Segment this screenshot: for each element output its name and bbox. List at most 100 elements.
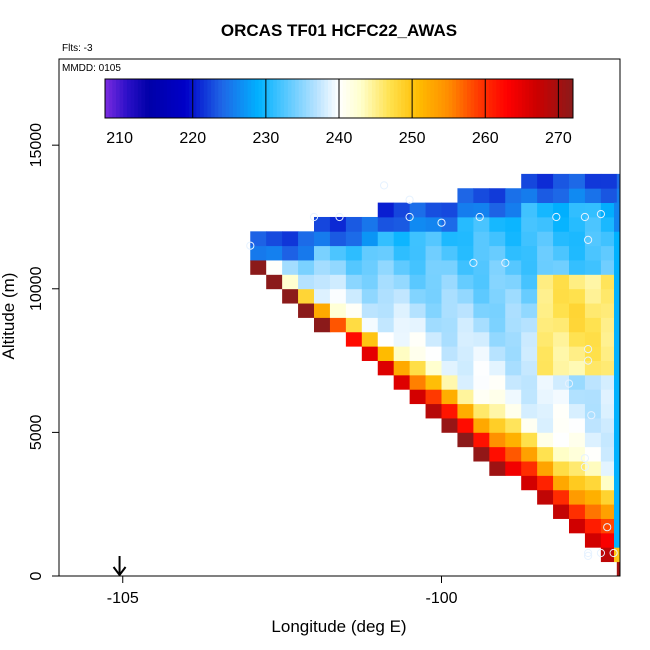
heatmap-cell bbox=[473, 331, 490, 347]
heatmap-cell bbox=[505, 461, 522, 476]
colorbar-swatch bbox=[156, 79, 161, 118]
colorbar-swatch bbox=[339, 79, 344, 118]
heatmap-cell bbox=[441, 331, 458, 347]
colorbar-swatch bbox=[145, 79, 150, 118]
heatmap-cell bbox=[553, 489, 570, 505]
heatmap-cell bbox=[553, 231, 570, 247]
colorbar-swatch bbox=[280, 79, 285, 118]
colorbar-swatch bbox=[466, 79, 472, 118]
heatmap-cell bbox=[361, 231, 379, 247]
heatmap-cell bbox=[614, 461, 620, 476]
colorbar-swatch bbox=[178, 79, 183, 118]
heatmap-cell bbox=[614, 475, 620, 491]
heatmap-cell bbox=[473, 303, 490, 318]
heatmap-cell bbox=[441, 274, 458, 290]
colorbar-swatch bbox=[335, 79, 340, 118]
observation-point bbox=[246, 241, 255, 250]
heatmap-cell bbox=[377, 288, 395, 304]
colorbar-swatch bbox=[229, 79, 234, 118]
heatmap-cell bbox=[457, 231, 474, 247]
heatmap-cell bbox=[553, 331, 570, 347]
colorbar-swatch bbox=[196, 79, 201, 118]
heatmap-cell bbox=[345, 303, 363, 318]
heatmap-cell bbox=[614, 389, 620, 405]
heatmap-cell bbox=[425, 231, 442, 247]
heatmap-cell bbox=[553, 216, 570, 232]
heatmap-cell bbox=[614, 532, 620, 548]
heatmap-cell bbox=[409, 274, 426, 290]
heatmap-cell bbox=[584, 374, 602, 390]
colorbar-swatch bbox=[543, 79, 548, 118]
heatmap-cell bbox=[361, 346, 379, 361]
heatmap-cell bbox=[584, 188, 602, 204]
heatmap-cell bbox=[614, 374, 620, 390]
heatmap-cell bbox=[377, 317, 395, 333]
heatmap-cell bbox=[282, 288, 299, 304]
colorbar-swatch bbox=[503, 79, 508, 118]
observation-point bbox=[584, 548, 593, 558]
heatmap-cell bbox=[553, 173, 570, 189]
colorbar-swatch bbox=[551, 79, 556, 118]
heatmap-cell bbox=[377, 274, 395, 290]
heatmap-cell bbox=[505, 432, 522, 448]
heatmap-cell bbox=[409, 303, 426, 318]
heatmap-cell bbox=[584, 245, 602, 261]
colorbar-swatch bbox=[328, 79, 333, 118]
colorbar-swatch bbox=[510, 79, 515, 118]
heatmap-cell bbox=[584, 173, 602, 189]
heatmap-cell bbox=[314, 274, 331, 290]
heatmap-cell bbox=[553, 274, 570, 290]
heatmap-cell bbox=[425, 389, 442, 405]
heatmap-cell bbox=[393, 331, 411, 347]
heatmap-cell bbox=[521, 403, 538, 419]
observation-point bbox=[437, 218, 446, 227]
heatmap-cell bbox=[569, 389, 586, 405]
heatmap-cell bbox=[537, 360, 554, 376]
heatmap-cell bbox=[505, 288, 522, 304]
observation-point bbox=[380, 181, 389, 190]
heatmap-cell bbox=[537, 303, 554, 318]
colorbar-swatch bbox=[174, 79, 179, 118]
heatmap-cells bbox=[250, 173, 621, 577]
observation-point bbox=[609, 548, 618, 558]
heatmap-cell bbox=[537, 173, 554, 189]
colorbar-swatch bbox=[448, 79, 453, 118]
heatmap-cell bbox=[553, 446, 570, 462]
colorbar-swatch bbox=[375, 79, 380, 118]
heatmap-cell bbox=[584, 532, 602, 548]
heatmap-cell bbox=[266, 274, 283, 290]
heatmap-cell bbox=[489, 374, 506, 390]
heatmap-cell bbox=[489, 260, 506, 275]
observation-point bbox=[584, 356, 593, 365]
colorbar-swatch bbox=[514, 79, 519, 118]
heatmap-cell bbox=[600, 231, 618, 247]
colorbar-swatch bbox=[346, 79, 351, 118]
observation-point bbox=[584, 345, 593, 354]
heatmap-cell bbox=[489, 389, 506, 405]
colorbar-swatch bbox=[119, 79, 124, 118]
heatmap-cell bbox=[457, 403, 474, 419]
heatmap-cell bbox=[521, 475, 538, 491]
observation-point bbox=[584, 551, 593, 561]
heatmap-cell bbox=[393, 360, 411, 376]
heatmap-cell bbox=[489, 418, 506, 433]
heatmap-cell bbox=[553, 403, 570, 419]
colorbar-swatch bbox=[349, 79, 355, 118]
colorbar-swatch bbox=[379, 79, 384, 118]
heatmap-cell bbox=[425, 303, 442, 318]
heatmap-cell bbox=[584, 274, 602, 290]
heatmap-cell bbox=[505, 245, 522, 261]
heatmap-cell bbox=[600, 346, 618, 361]
colorbar-swatch bbox=[291, 79, 296, 118]
heatmap-cell bbox=[537, 188, 554, 204]
colorbar-swatch bbox=[170, 79, 175, 118]
heatmap-cell bbox=[584, 331, 602, 347]
observation-point bbox=[584, 235, 593, 244]
heatmap-cell bbox=[393, 288, 411, 304]
colorbar-swatch bbox=[558, 79, 563, 118]
colorbar-tick-label: 240 bbox=[326, 130, 353, 147]
heatmap-cell bbox=[600, 461, 618, 476]
heatmap-cell bbox=[441, 288, 458, 304]
observation-point bbox=[475, 212, 484, 222]
heatmap-cell bbox=[425, 245, 442, 261]
